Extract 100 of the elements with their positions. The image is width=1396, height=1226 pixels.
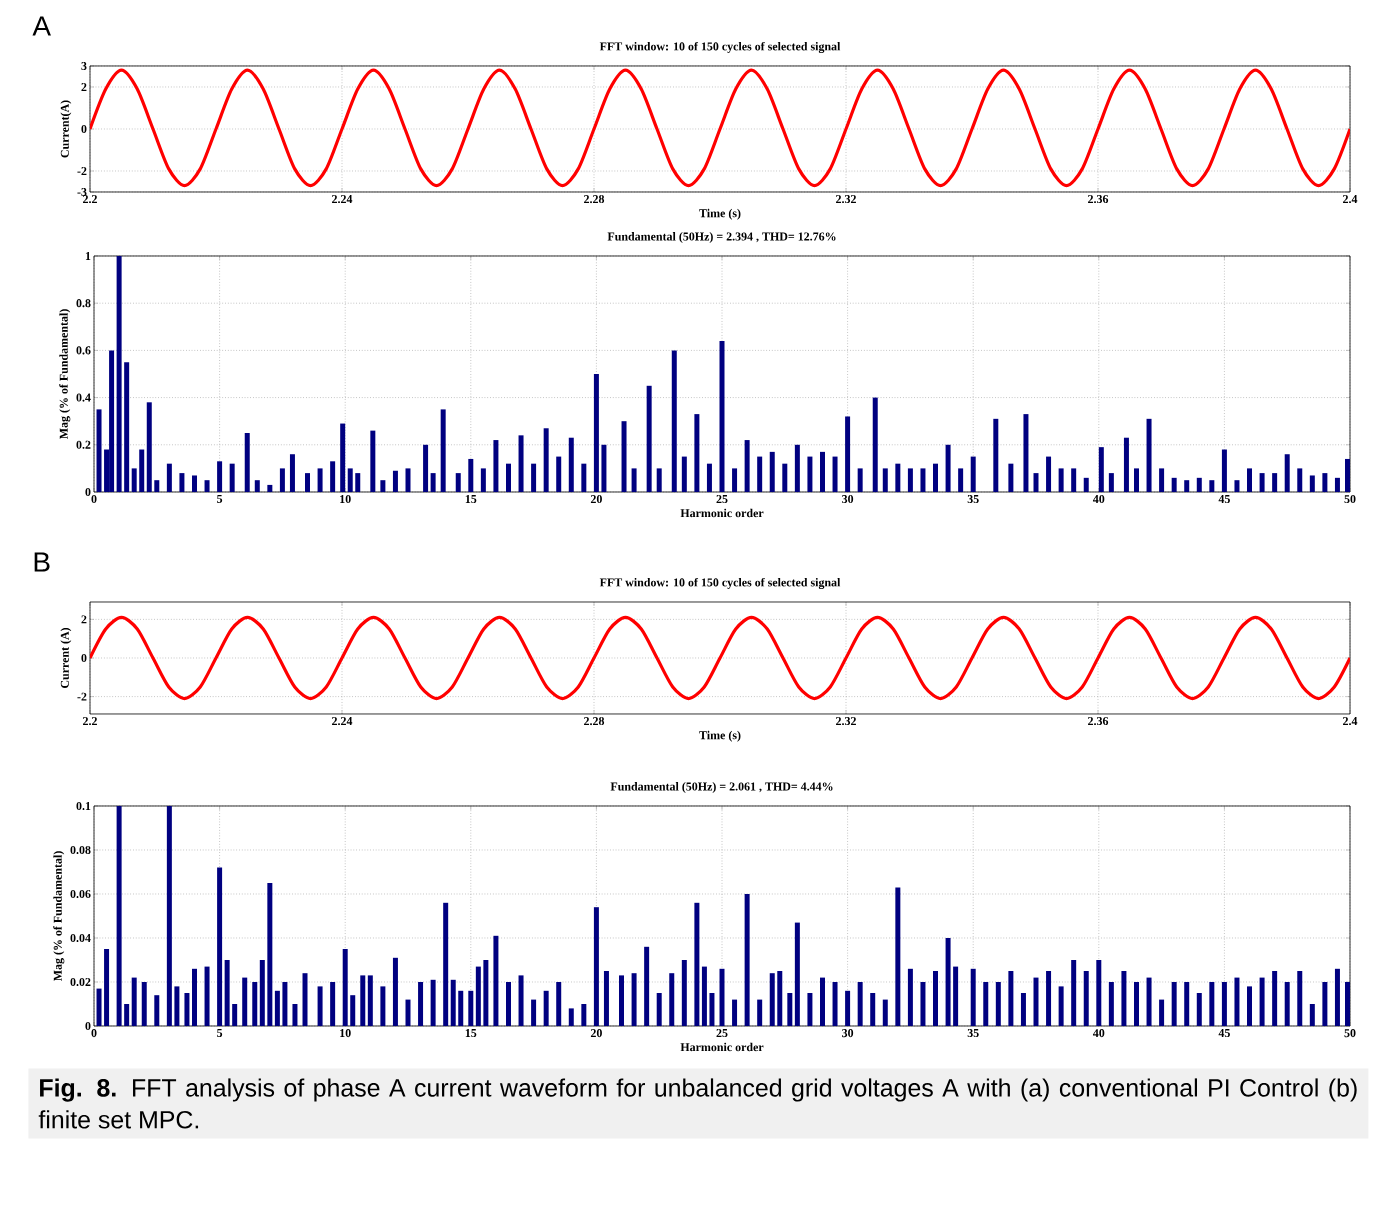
- bar: [1159, 468, 1165, 492]
- bar: [1146, 977, 1152, 1026]
- bar: [405, 999, 411, 1026]
- bar: [845, 416, 851, 492]
- bar: [1184, 981, 1190, 1026]
- bar: [1272, 473, 1278, 492]
- bar: [505, 981, 511, 1026]
- bar: [895, 887, 901, 1026]
- bar: [1184, 480, 1190, 492]
- bar: [719, 340, 725, 492]
- bar: [872, 397, 878, 492]
- bar: [857, 468, 863, 492]
- bar: [104, 948, 110, 1026]
- bar: [970, 456, 976, 492]
- bar: [794, 444, 800, 492]
- bar: [1234, 480, 1240, 492]
- bar: [945, 444, 951, 492]
- bar: [1033, 473, 1039, 492]
- bar: [191, 475, 197, 492]
- bar: [1196, 992, 1202, 1026]
- bar: [330, 981, 336, 1026]
- bar: [920, 468, 926, 492]
- bar: [418, 981, 424, 1026]
- bar: [1259, 473, 1265, 492]
- bar: [646, 385, 652, 492]
- bar: [619, 975, 625, 1026]
- bar: [292, 1003, 298, 1026]
- bar: [1108, 473, 1114, 492]
- bar: [518, 975, 524, 1026]
- text: B: [34, 552, 50, 572]
- bar: [593, 907, 599, 1026]
- bar: [1133, 981, 1139, 1026]
- bar: [1297, 970, 1303, 1026]
- bar: [1033, 977, 1039, 1026]
- bar: [430, 979, 436, 1026]
- bar: [543, 990, 549, 1026]
- bar: [757, 999, 763, 1026]
- bar: [340, 423, 346, 492]
- bar: [330, 461, 336, 492]
- bar: [116, 255, 122, 492]
- bar: [845, 990, 851, 1026]
- bar: [832, 456, 838, 492]
- bar: [244, 432, 250, 492]
- bar: [1023, 414, 1029, 492]
- bar: [907, 968, 913, 1026]
- bar: [229, 463, 235, 492]
- bar: [531, 463, 537, 492]
- text: A: [32, 16, 51, 36]
- bar: [1284, 454, 1290, 492]
- bar: [671, 350, 677, 492]
- bar: [769, 973, 775, 1026]
- bar: [769, 451, 775, 492]
- bar: [1159, 999, 1165, 1026]
- bar: [392, 957, 398, 1026]
- bar: [166, 463, 172, 492]
- bar: [1247, 986, 1253, 1026]
- bar: [279, 468, 285, 492]
- bar: [993, 418, 999, 492]
- bar: [694, 902, 700, 1026]
- bar: [267, 484, 273, 492]
- bar: [621, 421, 627, 492]
- bar: [267, 882, 273, 1026]
- bar: [1046, 456, 1052, 492]
- bar: [819, 977, 825, 1026]
- bar: [556, 456, 562, 492]
- bar: [581, 1003, 587, 1026]
- bar: [1221, 449, 1227, 492]
- bar: [1108, 981, 1114, 1026]
- bar: [475, 966, 481, 1026]
- bar: [857, 981, 863, 1026]
- bar: [1121, 970, 1127, 1026]
- bar: [631, 468, 637, 492]
- bar: [443, 902, 449, 1026]
- bar: [1171, 477, 1177, 492]
- bar: [719, 968, 725, 1026]
- bar: [1344, 458, 1350, 492]
- bar: [1259, 977, 1265, 1026]
- bar: [96, 409, 102, 492]
- bar: [1058, 986, 1064, 1026]
- bar: [370, 430, 376, 492]
- bar: [1071, 959, 1077, 1026]
- bar: [1046, 970, 1052, 1026]
- bar: [681, 959, 687, 1026]
- bar: [970, 968, 976, 1026]
- bar: [870, 992, 876, 1026]
- bar: [1020, 992, 1026, 1026]
- bar: [342, 948, 348, 1026]
- bar: [505, 463, 511, 492]
- bar: [933, 463, 939, 492]
- bar: [782, 463, 788, 492]
- bar: [694, 414, 700, 492]
- bar: [493, 935, 499, 1026]
- bar: [1322, 473, 1328, 492]
- bar: [603, 970, 609, 1026]
- bar: [483, 959, 489, 1026]
- bar: [179, 473, 185, 492]
- bar: [1221, 981, 1227, 1026]
- bar: [807, 456, 813, 492]
- bar: [254, 480, 260, 492]
- bar: [1272, 970, 1278, 1026]
